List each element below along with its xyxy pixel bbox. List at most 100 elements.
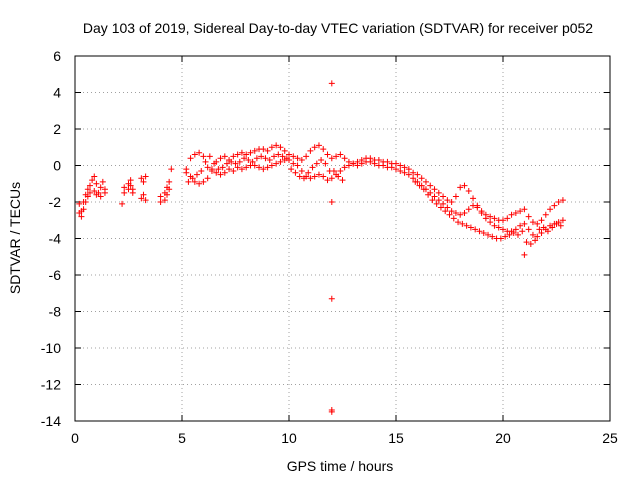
data-point <box>228 158 235 165</box>
y-tick-label: 2 <box>53 121 61 137</box>
data-point <box>485 231 492 238</box>
data-point <box>422 178 429 185</box>
x-tick-label: 20 <box>495 430 511 446</box>
y-tick-label: -12 <box>41 377 61 393</box>
data-point <box>277 158 284 165</box>
data-point <box>448 199 455 205</box>
data-point <box>290 160 297 167</box>
x-tick-label: 5 <box>178 430 186 446</box>
data-point <box>82 199 89 205</box>
data-point <box>300 175 307 182</box>
data-point <box>129 189 136 196</box>
data-point <box>529 231 536 238</box>
data-point <box>521 220 528 227</box>
data-point <box>221 169 228 176</box>
data-points <box>76 80 566 415</box>
data-point <box>354 162 361 169</box>
data-point <box>217 171 224 178</box>
data-point <box>437 204 444 211</box>
data-point <box>401 164 408 171</box>
data-point <box>164 191 171 198</box>
data-point <box>328 80 335 87</box>
data-point <box>517 222 524 229</box>
data-point <box>502 233 509 240</box>
data-point <box>529 219 536 226</box>
data-point <box>318 157 325 164</box>
data-point <box>198 167 205 174</box>
data-point <box>380 162 387 169</box>
data-point <box>238 166 245 173</box>
data-point <box>427 182 434 189</box>
data-point <box>211 160 218 167</box>
data-point <box>273 142 280 149</box>
data-point <box>243 151 250 158</box>
data-point <box>534 220 541 227</box>
data-point <box>315 171 322 178</box>
data-point <box>268 162 275 169</box>
data-point <box>219 164 226 171</box>
data-point <box>127 177 134 184</box>
data-point <box>196 180 203 187</box>
data-point <box>431 193 438 200</box>
data-point <box>84 186 91 193</box>
data-point <box>465 206 472 213</box>
data-point <box>514 231 521 238</box>
data-point <box>191 151 198 158</box>
data-point <box>328 295 335 302</box>
data-point <box>388 164 395 171</box>
grid-layer <box>75 56 610 421</box>
data-point <box>384 158 391 165</box>
y-tick-label: 6 <box>53 48 61 64</box>
data-point <box>142 197 149 204</box>
data-point <box>412 178 419 185</box>
data-point <box>275 151 282 158</box>
data-point <box>497 235 504 242</box>
data-point <box>547 206 554 213</box>
data-point <box>101 189 108 196</box>
data-point <box>315 142 322 149</box>
data-point <box>500 217 506 224</box>
data-point <box>119 200 126 207</box>
data-point <box>482 215 489 222</box>
data-point <box>433 200 440 207</box>
data-point <box>97 193 104 200</box>
data-point <box>425 191 432 198</box>
data-point <box>405 166 412 173</box>
series-outliers <box>168 80 528 415</box>
data-point <box>140 178 147 185</box>
data-point <box>559 217 566 224</box>
data-point <box>288 166 295 173</box>
data-point <box>491 215 498 222</box>
data-point <box>76 209 83 216</box>
data-point <box>251 162 258 169</box>
data-point <box>470 195 477 202</box>
data-point <box>470 202 477 209</box>
data-point <box>89 177 96 184</box>
data-point <box>80 206 87 213</box>
data-point <box>99 178 106 185</box>
data-point <box>525 226 532 233</box>
data-point <box>534 233 541 240</box>
chart-title: Day 103 of 2019, Sidereal Day-to-day VTE… <box>83 20 593 36</box>
data-point <box>540 224 547 231</box>
data-point <box>339 177 346 184</box>
data-point <box>247 149 254 156</box>
data-point <box>371 160 378 167</box>
data-point <box>489 233 496 240</box>
data-point <box>253 155 260 162</box>
data-point <box>472 226 479 233</box>
data-point <box>414 171 421 178</box>
data-point <box>337 151 344 158</box>
data-point <box>335 173 342 180</box>
data-point <box>311 173 318 180</box>
data-point <box>504 215 511 222</box>
data-point <box>273 160 280 167</box>
data-point <box>97 184 104 191</box>
data-point <box>532 237 539 244</box>
data-point <box>358 160 365 167</box>
data-point <box>341 155 348 162</box>
data-point <box>455 219 462 226</box>
data-point <box>459 220 466 227</box>
data-point <box>431 186 438 193</box>
data-point <box>268 144 275 151</box>
